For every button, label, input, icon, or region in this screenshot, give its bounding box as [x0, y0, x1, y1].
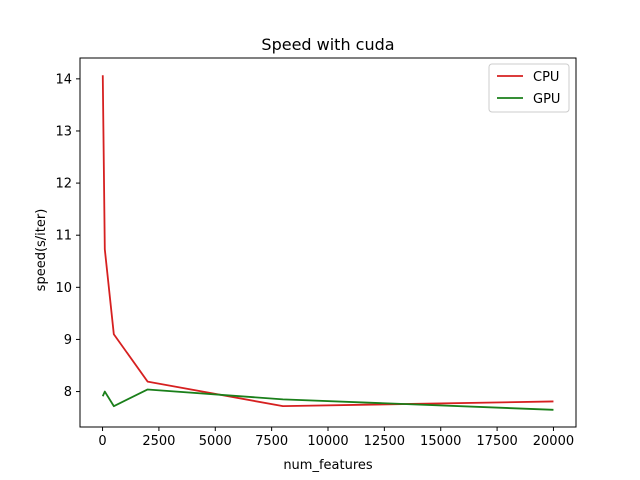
axes: 0 2500 5000 7500 10000 12500 15000 17500 20000 8 9…	[55, 57, 577, 449]
x-tick-label: 12500	[364, 434, 405, 449]
y-tick-label: 14	[55, 72, 72, 87]
series-line-cpu	[101, 75, 554, 408]
legend: CPU GPU	[488, 63, 570, 113]
x-tick-label: 0	[98, 434, 106, 449]
x-tick-label: 2500	[142, 434, 175, 449]
x-tick-label: 15000	[420, 434, 461, 449]
legend-label-gpu: GPU	[533, 92, 560, 107]
y-tick-label: 11	[55, 229, 72, 244]
x-tick-label: 20000	[533, 434, 574, 449]
series-line-gpu	[101, 388, 554, 411]
plot-area	[101, 75, 554, 411]
x-tick-label: 7500	[255, 434, 288, 449]
x-axis-label: num_features	[283, 458, 373, 473]
x-tick-label: 17500	[476, 434, 517, 449]
y-axis-label: speed(s/iter)	[34, 209, 49, 292]
x-tick-label: 10000	[307, 434, 348, 449]
legend-label-cpu: CPU	[533, 70, 559, 85]
y-tick-label: 13	[55, 124, 72, 139]
x-tick-label: 5000	[199, 434, 232, 449]
chart-title: Speed with cuda	[261, 35, 394, 54]
y-tick-label: 12	[55, 177, 72, 192]
y-tick-label: 10	[55, 281, 72, 296]
y-tick-label: 9	[64, 333, 72, 348]
y-tick-label: 8	[64, 385, 72, 400]
plot-frame	[79, 57, 577, 428]
